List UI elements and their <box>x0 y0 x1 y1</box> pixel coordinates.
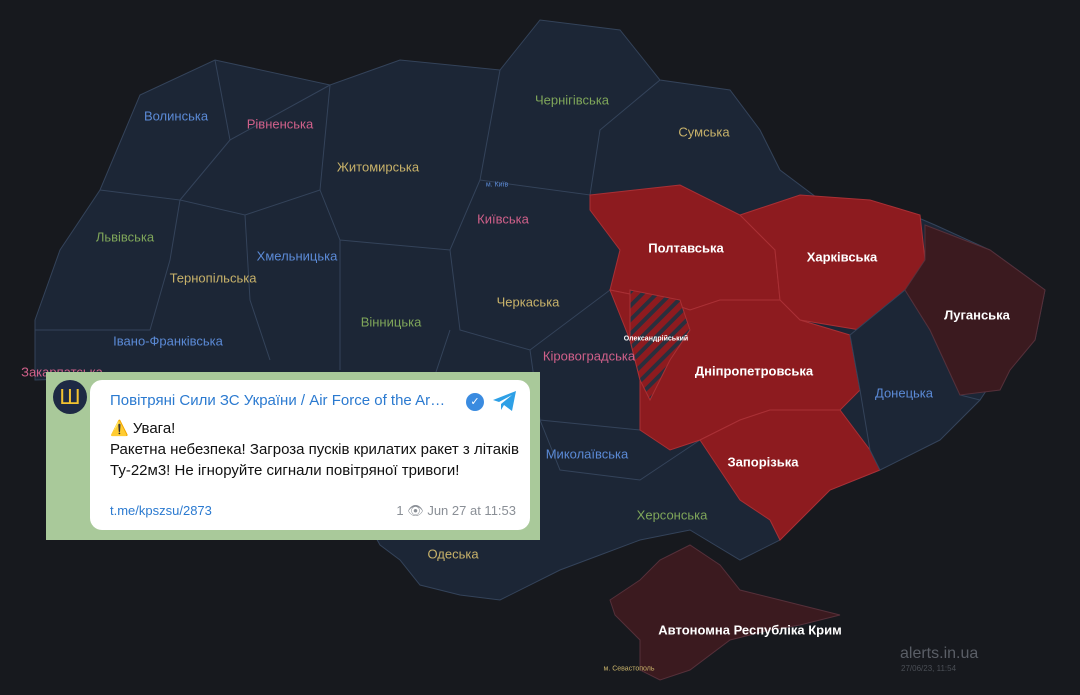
region-label: Чернігівська <box>534 92 610 108</box>
telegram-post-card: Ш Повітряні Сили ЗС України / Air Force … <box>46 372 540 540</box>
region-label: Запорізька <box>727 454 799 470</box>
post-time: Jun 27 at 11:53 <box>427 503 516 518</box>
region-label: Автономна Республіка Крим <box>658 622 842 638</box>
region-label: Сумська <box>678 124 730 140</box>
region-label: Луганська <box>944 307 1010 323</box>
region-luhanska[interactable] <box>904 224 1046 396</box>
channel-name[interactable]: Повітряні Сили ЗС України / Air Force of… <box>110 392 446 409</box>
region-label: Харківська <box>806 249 878 265</box>
region-label: Вінницька <box>360 314 422 330</box>
region-label: Полтавська <box>648 240 724 256</box>
region-zaporizka[interactable] <box>699 409 881 541</box>
region-label: м. Київ <box>485 181 509 189</box>
region-crimea[interactable] <box>609 544 841 681</box>
region-label: Київська <box>477 211 529 227</box>
region-label: Олександрійський <box>623 335 689 343</box>
region-label: Рівненська <box>246 116 314 132</box>
region-label: Тернопільська <box>169 270 257 286</box>
post-meta: 1 👁 Jun 27 at 11:53 <box>396 503 516 519</box>
region-label: Хмельницька <box>256 248 338 264</box>
district-oleksandriiskyi[interactable] <box>629 289 691 402</box>
eye-icon: 👁 <box>407 503 424 518</box>
region-label: Дніпропетровська <box>694 363 814 379</box>
region-label: Івано-Франківська <box>113 333 223 349</box>
telegram-icon[interactable] <box>492 390 518 412</box>
region-label: Львівська <box>95 229 155 245</box>
message-line-body: Ракетна небезпека! Загроза пусків крилат… <box>110 441 519 479</box>
message-bubble: Повітряні Сили ЗС України / Air Force of… <box>90 380 530 530</box>
trident-icon[interactable]: Ш <box>53 380 87 414</box>
message-text: ⚠️ Увага! Ракетна небезпека! Загроза пус… <box>110 418 520 481</box>
region-label: м. Севастополь <box>603 665 655 673</box>
brand-watermark: alerts.in.ua <box>900 645 979 662</box>
region-label: Донецька <box>874 385 934 401</box>
region-label: Черкаська <box>496 294 560 310</box>
message-line-warning: ⚠️ Увага! <box>110 420 176 437</box>
region-label: Херсонська <box>636 507 708 523</box>
region-label: Волинська <box>143 108 209 124</box>
map-timestamp: 27/06/23, 11:54 <box>901 664 957 673</box>
region-label: Житомирська <box>336 159 420 175</box>
view-count: 1 <box>396 503 404 518</box>
post-link[interactable]: t.me/kpszsu/2873 <box>110 503 212 518</box>
region-label: Кіровоградська <box>542 348 636 364</box>
region-label: Миколаївська <box>545 446 629 462</box>
region-label: Одеська <box>427 546 479 562</box>
verified-icon: ✓ <box>466 393 484 411</box>
